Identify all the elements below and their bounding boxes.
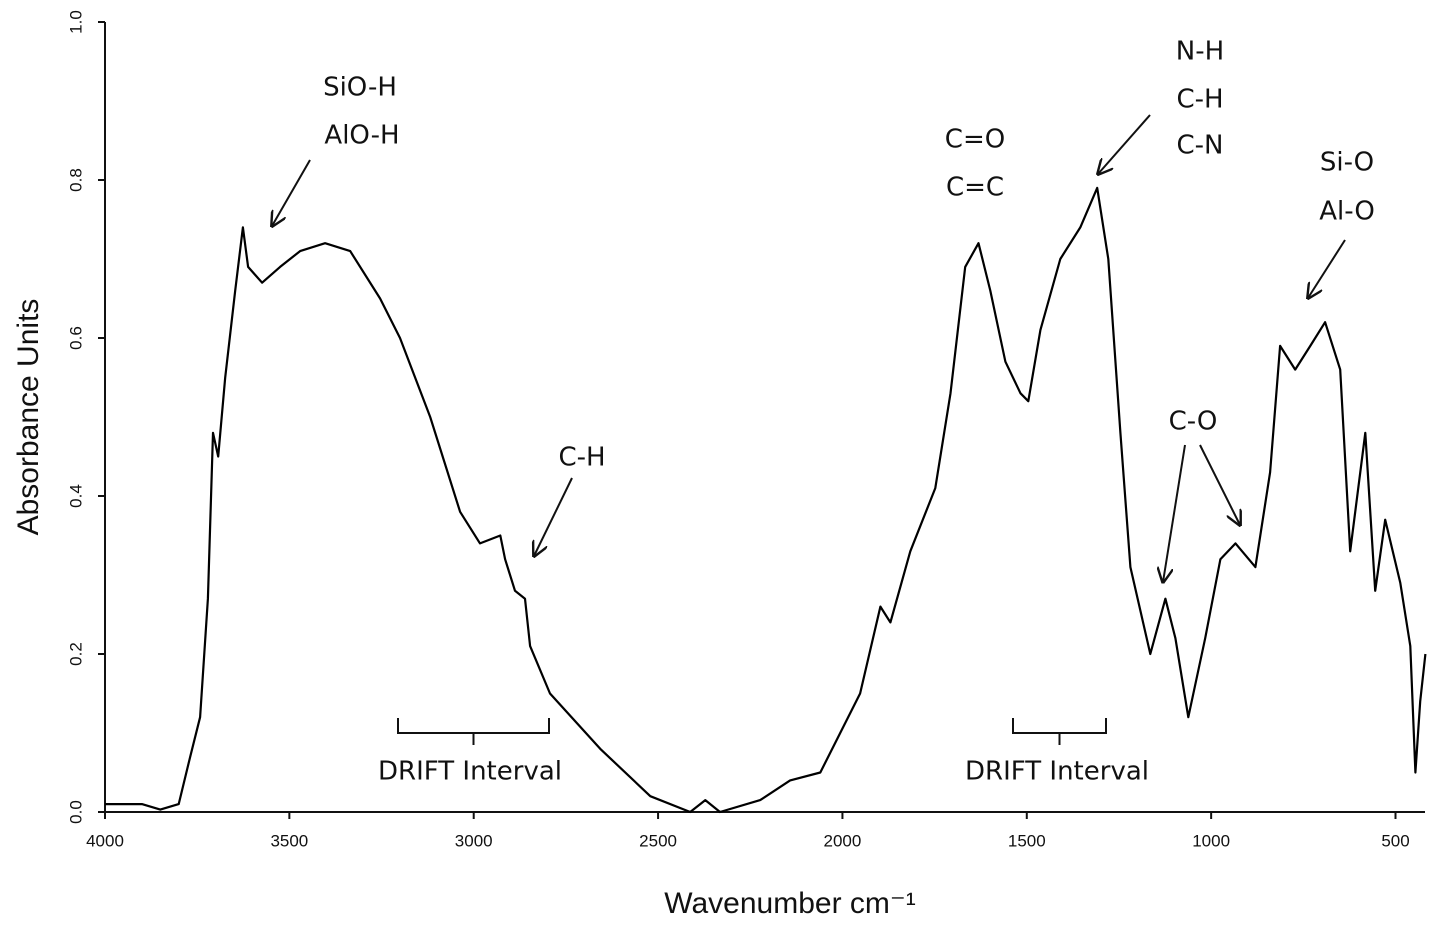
annotation: N-H <box>1176 37 1224 67</box>
x-tick-label: 500 <box>1381 831 1409 850</box>
annotation: C-H <box>1176 85 1223 115</box>
arrow <box>1308 239 1346 298</box>
y-tick-label: 1.0 <box>66 10 85 34</box>
annotation: C-O <box>1169 407 1218 437</box>
x-tick-label: 3000 <box>455 831 493 850</box>
y-tick-label: 0.8 <box>66 168 85 192</box>
y-axis-label: Absorbance Units <box>12 299 45 536</box>
y-tick-label: 0.0 <box>66 800 85 824</box>
x-tick-label: 2500 <box>639 831 677 850</box>
annotation: Si-O <box>1320 148 1374 178</box>
x-axis-label: Wavenumber cm⁻¹ <box>664 887 915 920</box>
arrow <box>534 477 573 556</box>
annotation: C-N <box>1177 131 1224 161</box>
annotation: DRIFT Interval <box>378 757 562 787</box>
x-tick-label: 1000 <box>1192 831 1230 850</box>
arrow <box>1098 114 1151 174</box>
y-tick-label: 0.6 <box>66 326 85 350</box>
x-tick-label: 1500 <box>1008 831 1046 850</box>
annotation: DRIFT Interval <box>965 757 1149 787</box>
spectrum-line <box>105 186 1427 814</box>
x-tick-label: 4000 <box>86 831 124 850</box>
annotation: Al-O <box>1319 197 1375 227</box>
annotation: AlO-H <box>324 121 399 151</box>
annotation: SiO-H <box>323 73 397 103</box>
x-tick-label: 2000 <box>824 831 862 850</box>
annotation: C=C <box>946 173 1004 203</box>
annotation: C-H <box>558 443 605 473</box>
x-tick-label: 3500 <box>270 831 308 850</box>
y-tick-label: 0.2 <box>66 642 85 666</box>
bracket <box>397 718 550 745</box>
arrow <box>1163 444 1186 582</box>
arrow <box>1199 444 1240 525</box>
arrow <box>272 159 311 226</box>
bracket <box>1012 718 1107 745</box>
annotation: C=O <box>945 125 1005 155</box>
y-tick-label: 0.4 <box>66 484 85 508</box>
